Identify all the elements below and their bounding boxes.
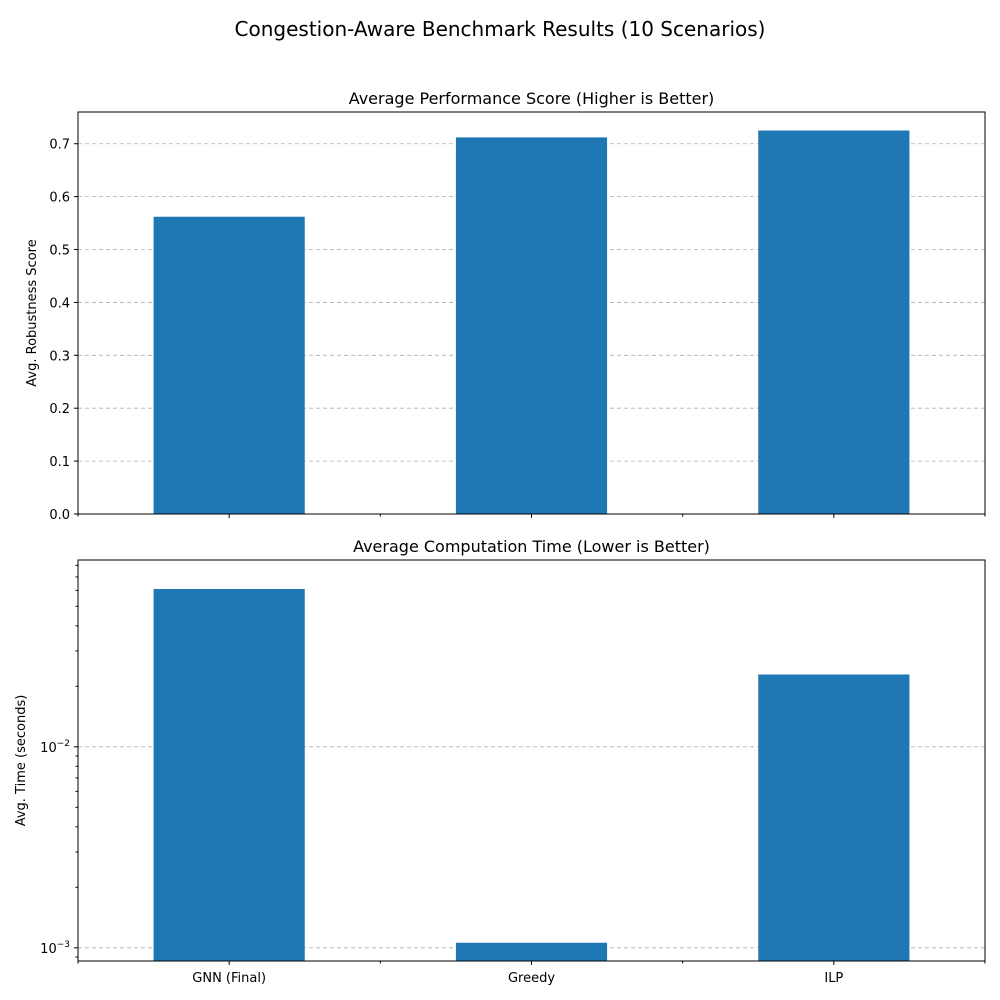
time-y-axis-label: Avg. Time (seconds) [14,695,29,827]
performance-bar-greedy [455,137,608,515]
time-ytick-label: 10−3 [40,940,70,957]
performance-chart-title: Average Performance Score (Higher is Bet… [349,89,715,108]
performance-ytick-label: 0.1 [49,455,70,470]
performance-ytick-label: 0.0 [49,508,70,523]
time-bar-gnn-final [153,588,305,961]
figure-title: Congestion-Aware Benchmark Results (10 S… [235,17,766,41]
time-bar-ilp [758,674,910,961]
performance-ytick-label: 0.3 [49,349,70,364]
performance-ytick-label: 0.4 [49,296,70,311]
performance-score-panel: 0.0 0.1 0.2 0.3 0.4 0.5 0.6 0.7 Average Performa… [25,89,986,523]
time-bar-greedy [455,942,608,961]
computation-time-panel: 10−3 10−2 GNN (Final) Greedy ILP Average Comp… [14,537,986,986]
time-xtick-label-greedy: Greedy [508,971,555,986]
time-xtick-label-gnn-final: GNN (Final) [192,971,266,986]
performance-bar-gnn-final [153,216,305,515]
performance-ytick-label: 0.2 [49,402,70,417]
performance-ytick-label: 0.5 [49,244,70,259]
time-chart-title: Average Computation Time (Lower is Bette… [353,537,710,556]
performance-bar-ilp [758,130,910,514]
performance-y-axis-label: Avg. Robustness Score [25,239,40,386]
time-ytick-label: 10−2 [40,739,70,756]
performance-ytick-label: 0.6 [49,191,70,206]
performance-ytick-label: 0.7 [49,138,70,153]
time-xtick-label-ilp: ILP [824,971,843,986]
